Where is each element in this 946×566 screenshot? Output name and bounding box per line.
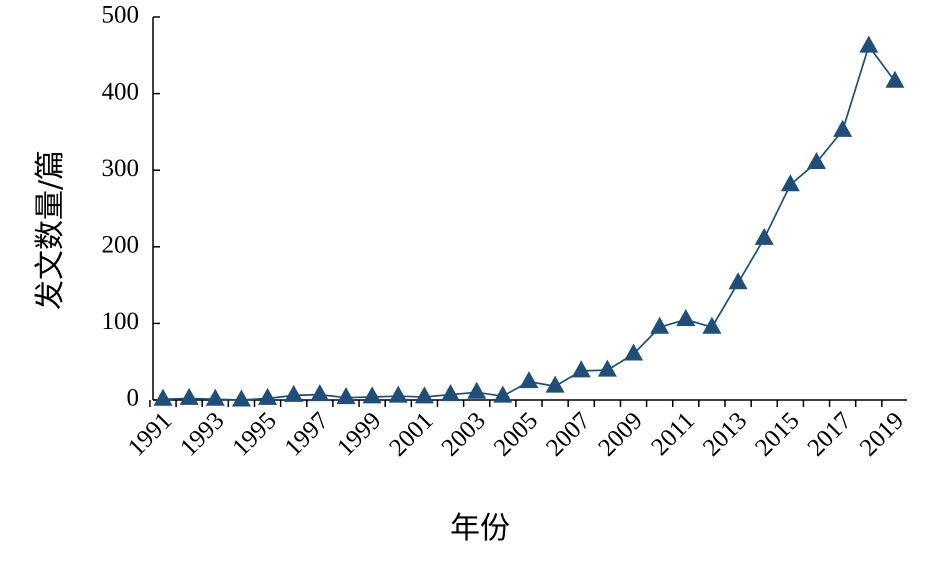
x-tick-label: 2005	[489, 407, 543, 461]
data-point-marker	[284, 384, 304, 402]
y-tick-label: 300	[102, 155, 140, 182]
x-tick-label: 1999	[332, 407, 386, 461]
y-axis-title: 发文数量/篇	[33, 150, 68, 310]
data-point-marker	[624, 343, 644, 361]
x-axis-title: 年份	[450, 511, 510, 546]
x-tick-label: 1993	[175, 407, 229, 461]
axes	[152, 17, 907, 401]
data-point-marker	[205, 388, 225, 406]
x-tick-label: 2007	[541, 407, 595, 461]
x-tick-label: 2009	[593, 407, 647, 461]
data-point-marker	[754, 227, 774, 245]
data-point-marker	[362, 386, 382, 404]
x-tick-label: 2003	[437, 407, 491, 461]
data-point-marker	[231, 389, 251, 407]
data-point-marker	[519, 371, 539, 389]
x-tick-label: 2015	[750, 407, 804, 461]
x-tick-label: 2013	[698, 407, 752, 461]
data-point-marker	[545, 375, 565, 393]
y-tick-label: 500	[102, 2, 140, 29]
data-point-marker	[388, 385, 408, 403]
series-layer	[153, 35, 905, 407]
x-tick-label: 2017	[802, 407, 856, 461]
y-tick-label: 200	[102, 232, 140, 259]
data-point-marker	[336, 387, 356, 405]
data-point-marker	[859, 35, 879, 53]
x-tick-label: 2001	[384, 407, 438, 461]
data-point-marker	[702, 316, 722, 334]
data-point-marker	[650, 316, 670, 334]
x-tick-label: 1991	[123, 407, 177, 461]
data-point-marker	[597, 359, 617, 377]
data-point-marker	[571, 360, 591, 378]
data-point-marker	[885, 70, 905, 88]
data-point-marker	[493, 385, 513, 403]
data-point-marker	[179, 387, 199, 405]
data-point-marker	[728, 272, 748, 290]
y-tick-label: 100	[102, 308, 140, 335]
data-point-marker	[153, 388, 173, 406]
x-tick-label: 2011	[646, 407, 700, 461]
y-tick-label: 0	[127, 385, 140, 412]
data-point-marker	[467, 381, 487, 399]
data-point-marker	[310, 384, 330, 402]
data-point-marker	[676, 309, 696, 327]
data-point-marker	[258, 387, 278, 405]
x-tick-label: 1997	[280, 407, 334, 461]
data-point-marker	[807, 152, 826, 169]
y-tick-label: 400	[102, 78, 140, 105]
data-point-marker	[441, 384, 461, 402]
data-point-marker	[780, 174, 800, 192]
x-tick-label: 1995	[227, 407, 281, 461]
data-point-marker	[414, 386, 434, 404]
x-tick-label: 2019	[855, 407, 909, 461]
data-point-marker	[833, 119, 853, 137]
series-line	[162, 44, 896, 401]
